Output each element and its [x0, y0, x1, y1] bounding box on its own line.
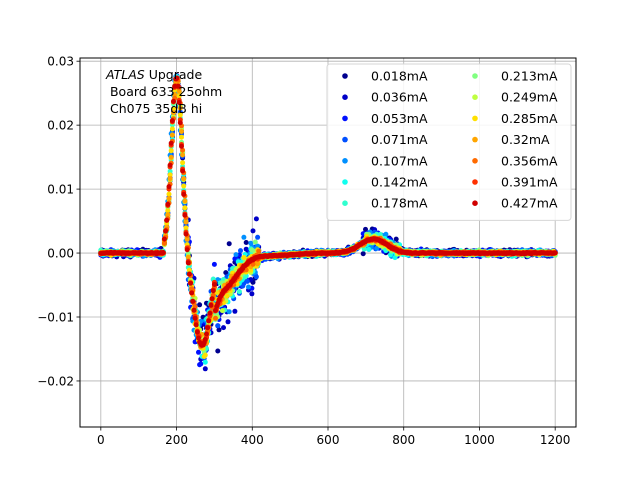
data-point [177, 105, 183, 111]
data-point [165, 208, 171, 214]
data-point [226, 241, 232, 247]
data-point [366, 246, 372, 252]
data-point [169, 126, 175, 132]
data-points [98, 73, 558, 372]
data-point [256, 248, 262, 254]
data-point [216, 327, 222, 333]
data-point [183, 225, 189, 231]
data-point [172, 92, 178, 97]
data-point [177, 112, 183, 118]
data-point [202, 352, 208, 358]
data-point [197, 302, 203, 308]
data-point [215, 348, 221, 354]
data-point [215, 323, 221, 329]
data-point [241, 255, 247, 260]
data-point [232, 308, 238, 314]
data-point [176, 88, 182, 94]
data-point [374, 245, 380, 251]
data-point [181, 176, 187, 182]
data-point [180, 152, 186, 158]
data-point [393, 236, 399, 242]
data-point [179, 129, 184, 134]
data-point [224, 293, 230, 299]
data-point [250, 228, 256, 234]
data-point [244, 278, 250, 284]
data-point [182, 205, 188, 211]
data-point [252, 239, 258, 245]
data-point [198, 361, 204, 367]
data-point [183, 219, 189, 225]
data-point [249, 291, 255, 297]
data-point [168, 148, 174, 154]
data-point [221, 325, 226, 331]
data-point [236, 289, 242, 295]
data-point [241, 234, 247, 240]
data-point [202, 359, 208, 365]
data-point [168, 154, 174, 160]
data-point [253, 274, 259, 280]
data-point [169, 132, 175, 138]
data-point [225, 319, 231, 325]
data-point [255, 234, 261, 240]
data-point [181, 183, 187, 189]
data-point [171, 110, 176, 116]
data-point [213, 315, 218, 321]
data-point [233, 252, 239, 258]
data-point [167, 168, 173, 174]
data-point [223, 270, 229, 276]
data-point [238, 248, 243, 254]
data-point [211, 261, 217, 267]
data-point [166, 191, 172, 197]
data-point [226, 309, 232, 315]
data-point [186, 267, 192, 273]
data-point [361, 246, 367, 252]
data-point [253, 216, 259, 222]
data-point [246, 284, 251, 290]
data-point [165, 212, 171, 218]
data-point [248, 267, 254, 273]
data-point [166, 195, 172, 201]
data-point [202, 366, 208, 372]
data-point [196, 349, 201, 355]
data-point [180, 147, 186, 153]
data-point [167, 172, 173, 178]
data-point [176, 93, 182, 99]
data-point [219, 308, 225, 314]
data-point [383, 231, 389, 237]
data-point [363, 226, 368, 232]
data-point [180, 160, 186, 166]
data-point [179, 134, 184, 140]
data-point [171, 106, 176, 112]
data-point [184, 236, 190, 242]
data-point [161, 241, 167, 246]
data-point [255, 243, 261, 249]
data-point [243, 240, 249, 245]
data-point [185, 254, 191, 260]
data-point [360, 251, 366, 257]
data-point [255, 261, 261, 267]
data-point [182, 198, 188, 204]
data-point [167, 176, 173, 182]
